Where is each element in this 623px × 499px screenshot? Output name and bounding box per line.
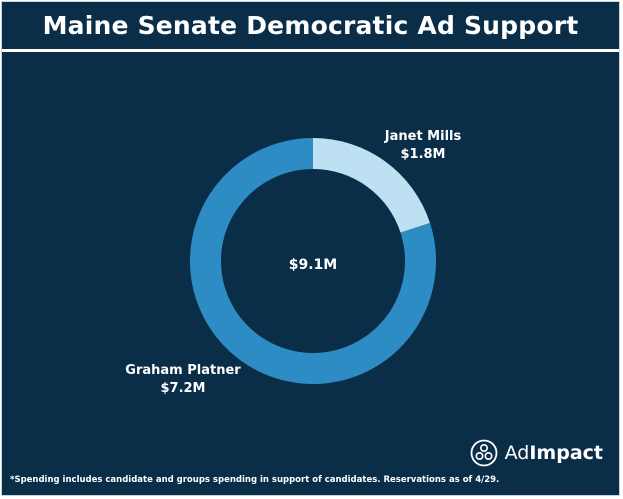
adimpact-logo: AdImpact xyxy=(470,439,603,467)
label-graham-platner: Graham Platner $7.2M xyxy=(125,363,241,396)
adimpact-logo-icon xyxy=(470,439,498,467)
donut-slice-janet-mills xyxy=(313,138,430,233)
slice-value-graham-platner: $7.2M xyxy=(160,381,205,396)
slice-name-graham-platner: Graham Platner xyxy=(125,363,241,378)
chart-title: Maine Senate Democratic Ad Support xyxy=(42,11,579,40)
slice-name-janet-mills: Janet Mills xyxy=(384,129,462,144)
title-bar: Maine Senate Democratic Ad Support xyxy=(2,2,619,52)
footnote: *Spending includes candidate and groups … xyxy=(10,475,500,485)
adimpact-wordmark: AdImpact xyxy=(504,442,603,464)
slice-value-janet-mills: $1.8M xyxy=(400,147,445,162)
center-total-label: $9.1M xyxy=(289,257,337,273)
label-janet-mills: Janet Mills $1.8M xyxy=(384,129,462,162)
